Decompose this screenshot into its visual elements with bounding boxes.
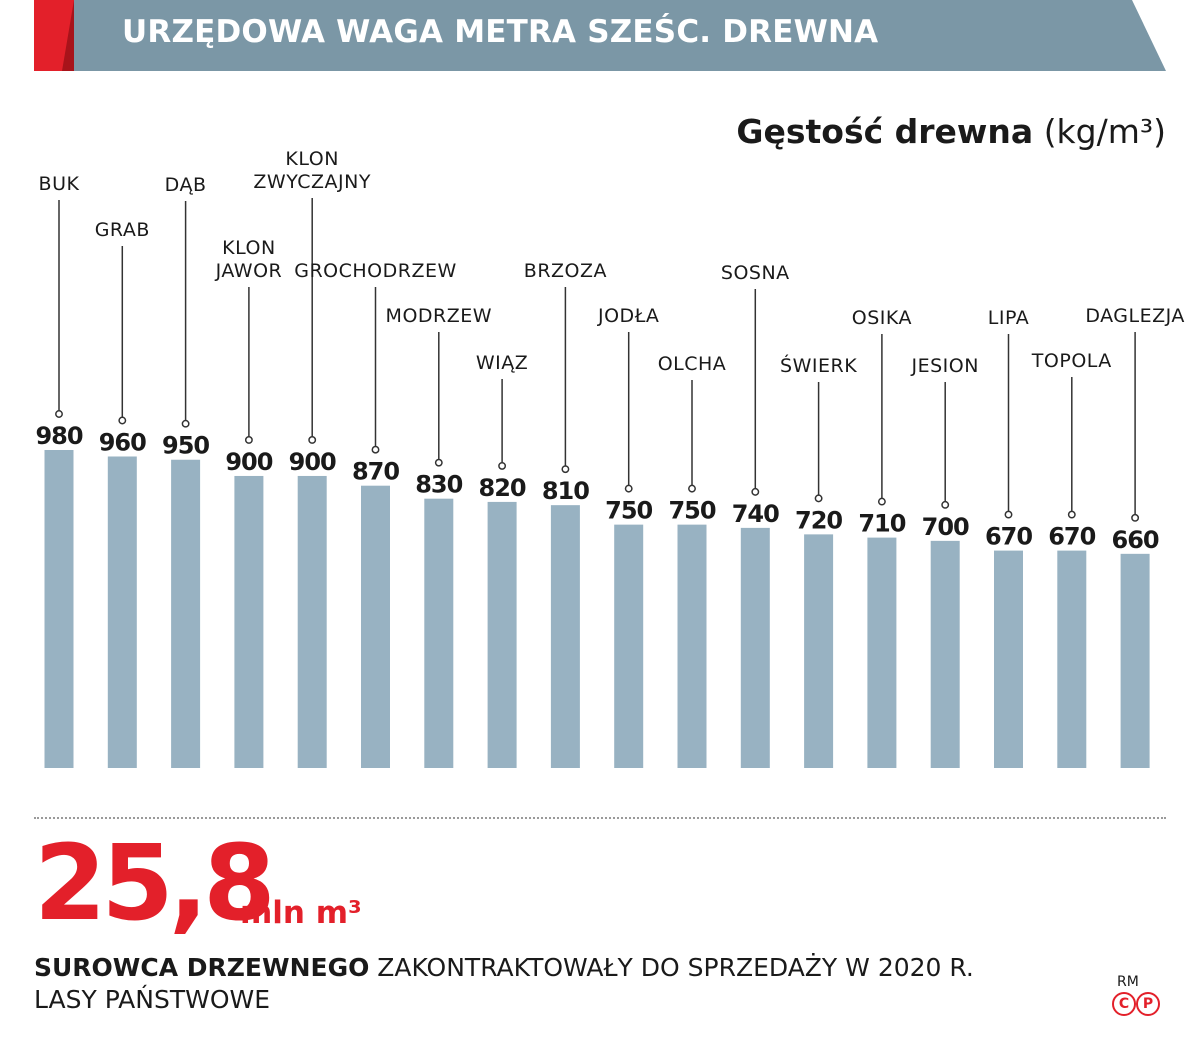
value-label: 700 — [922, 513, 969, 541]
caption-bold: SUROWCA DRZEWNEGO — [34, 953, 370, 982]
category-label: LIPA — [988, 307, 1029, 329]
value-label: 710 — [858, 510, 905, 538]
callout-dot — [1004, 510, 1013, 519]
callout-dot — [1131, 513, 1140, 522]
value-label: 900 — [289, 448, 336, 476]
value-label: 750 — [668, 497, 715, 525]
category-label: ZWYCZAJNY — [253, 171, 371, 193]
category-label: BUK — [39, 173, 80, 195]
callout-dot — [624, 484, 633, 493]
value-label: 670 — [985, 523, 1032, 551]
callout-dot — [308, 436, 317, 444]
caption-rest: ZAKONTRAKTOWAŁY DO SPRZEDAŻY W 2020 R. — [369, 953, 974, 982]
copyright-icon: C — [1112, 992, 1136, 1016]
value-label: 870 — [352, 458, 399, 486]
y-axis-label: Gęstość drewna (kg/m³) — [736, 112, 1166, 151]
callout-dot — [561, 465, 570, 474]
category-label: TOPOLA — [1031, 350, 1112, 372]
bar — [614, 524, 644, 768]
bar — [677, 524, 707, 768]
y-axis-label-unit: (kg/m³) — [1043, 112, 1166, 151]
summary-caption: SUROWCA DRZEWNEGO ZAKONTRAKTOWAŁY DO SPR… — [34, 952, 1094, 1016]
callout-dot — [941, 500, 950, 509]
callout-dot — [751, 487, 760, 496]
callout-dot — [371, 445, 380, 454]
category-label: MODRZEW — [386, 305, 493, 327]
callout-dot — [688, 484, 696, 493]
category-label: BRZOZA — [524, 260, 607, 282]
bar — [234, 475, 264, 768]
bar — [930, 540, 960, 768]
callout-dot — [434, 458, 443, 467]
value-label: 900 — [225, 448, 272, 476]
divider-line — [34, 817, 1166, 819]
bar-chart: 980BUK960GRAB950DĄB900KLONJAWOR900KLONZW… — [35, 148, 1185, 768]
bar — [867, 537, 897, 768]
category-label: KLON — [285, 148, 339, 170]
summary-value: 25,8 — [34, 822, 276, 944]
value-label: 980 — [35, 422, 82, 450]
value-label: 660 — [1112, 526, 1159, 554]
value-label: 830 — [415, 471, 462, 499]
bar — [740, 527, 770, 768]
callout-dot — [55, 410, 63, 418]
category-label: GROCHODRZEW — [294, 260, 457, 282]
value-label: 740 — [732, 500, 779, 528]
category-label: OLCHA — [658, 353, 727, 375]
value-label: 670 — [1048, 523, 1095, 551]
y-axis-label-bold: Gęstość drewna — [736, 112, 1034, 151]
category-label: DAGLEZJA — [1085, 305, 1185, 327]
title-banner: URZĘDOWA WAGA METRA SZEŚC. DREWNA — [34, 0, 1166, 71]
bar — [361, 485, 390, 768]
callout-dot — [118, 416, 127, 425]
banner-background — [34, 0, 1166, 71]
bar — [550, 505, 580, 768]
caption-line2: LASY PAŃSTWOWE — [34, 985, 271, 1014]
bar — [107, 456, 137, 768]
value-label: 820 — [479, 474, 526, 502]
category-label: JESION — [910, 355, 978, 377]
bar — [297, 475, 327, 768]
category-label: JODŁA — [597, 305, 659, 327]
value-label: 950 — [162, 432, 209, 460]
page-title: URZĘDOWA WAGA METRA SZEŚC. DREWNA — [122, 14, 879, 50]
category-label: JAWOR — [215, 260, 283, 282]
value-label: 750 — [605, 497, 652, 525]
value-label: 960 — [99, 428, 146, 456]
category-label: SOSNA — [721, 262, 790, 284]
category-label: DĄB — [165, 174, 207, 196]
value-label: 810 — [542, 477, 589, 505]
callout-dot — [244, 436, 253, 444]
value-label: 720 — [795, 506, 842, 534]
phonogram-icon: P — [1136, 992, 1160, 1016]
callout-dot — [498, 461, 507, 470]
logo-text: RM — [1117, 974, 1139, 990]
publisher-logo: RM C P — [1112, 974, 1168, 1018]
callout-dot — [814, 494, 823, 503]
bar — [487, 501, 517, 768]
bar — [804, 534, 834, 768]
category-label: KLON — [222, 237, 276, 259]
callout-dot — [1067, 510, 1076, 519]
bar — [1120, 553, 1150, 768]
bar — [44, 450, 74, 768]
callout-dot — [181, 419, 190, 428]
summary-unit: mln m³ — [240, 895, 362, 931]
category-label: GRAB — [95, 219, 150, 241]
bar — [1057, 550, 1087, 768]
category-label: ŚWIERK — [780, 353, 857, 377]
bar — [171, 459, 201, 768]
bar — [424, 498, 454, 768]
bar — [994, 550, 1023, 768]
category-label: WIĄZ — [476, 352, 528, 374]
callout-dot — [877, 497, 886, 506]
category-label: OSIKA — [852, 307, 912, 329]
